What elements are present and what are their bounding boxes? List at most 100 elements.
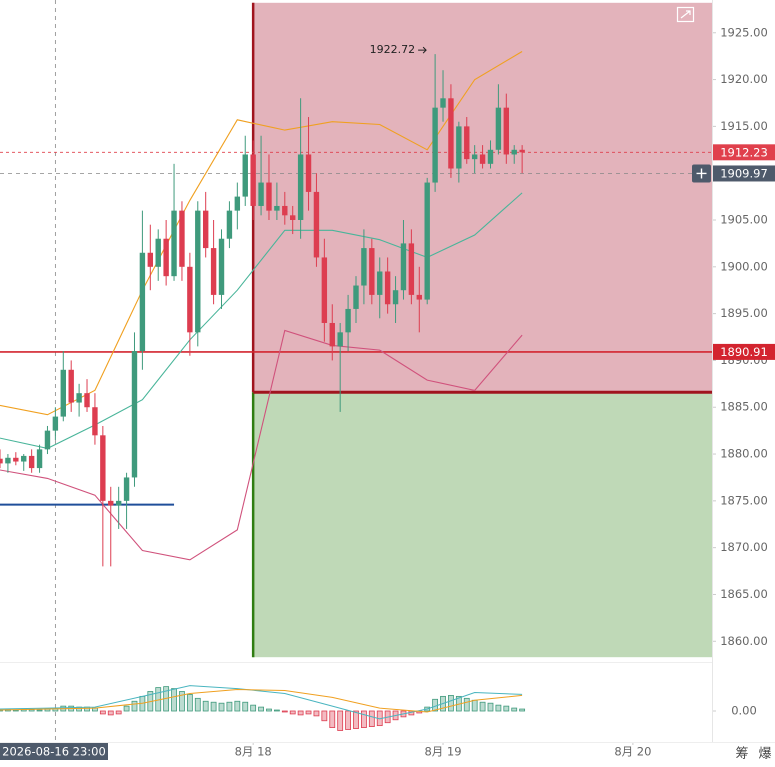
expand-icon-frame[interactable]	[676, 6, 695, 23]
candle-body	[179, 210, 185, 267]
macd-bar	[361, 710, 367, 728]
candle-body	[234, 196, 241, 211]
candle-body	[123, 477, 130, 501]
macd-bar	[107, 710, 114, 716]
candle-body	[5, 457, 11, 464]
candle-body	[400, 243, 407, 291]
macd-bar	[186, 694, 193, 712]
candle-body	[479, 154, 486, 164]
crosshair-add-icon	[696, 168, 707, 179]
candle-body	[487, 149, 494, 164]
candle-body	[440, 98, 446, 108]
macd-tick-label: 0.00	[731, 704, 757, 718]
candle-body	[76, 393, 82, 403]
candle-body	[266, 182, 272, 211]
candle-body	[242, 154, 248, 197]
candles-layer: 1922.72	[0, 43, 525, 567]
macd-bar	[242, 701, 249, 712]
candle-body	[329, 322, 335, 347]
candle-body	[210, 248, 217, 295]
candle-body	[202, 210, 209, 249]
macd-line	[0, 688, 523, 713]
macd-bar	[218, 702, 225, 712]
candle-body	[108, 500, 114, 506]
y-tick-label: 1895.00	[720, 306, 768, 320]
y-tick-label: 1915.00	[720, 119, 768, 133]
candle-body	[147, 252, 154, 267]
crosshair-price-label: 1909.97	[692, 164, 775, 183]
macd-bar	[289, 710, 296, 715]
band-line	[0, 329, 523, 561]
last-price-label: 1912.23	[712, 144, 775, 161]
zones-layer	[251, 2, 712, 658]
expand-icon[interactable]	[676, 6, 695, 23]
candle-body	[68, 369, 74, 403]
crosshair-time-text: 2026-08-16 23:00	[2, 745, 106, 759]
candle-body	[92, 407, 98, 436]
macd-bar	[250, 704, 257, 712]
candle-body	[305, 154, 312, 192]
candle-body	[52, 416, 59, 431]
expand-icon-arrow[interactable]	[680, 10, 691, 19]
macd-bar	[99, 710, 106, 715]
macd-bar	[345, 710, 351, 730]
candle-body	[337, 332, 343, 347]
candle-body	[131, 351, 138, 478]
macd-bar	[281, 710, 288, 713]
last-price-label-text: 1912.23	[720, 145, 768, 159]
candle-body	[21, 455, 27, 462]
candle-body	[297, 154, 304, 220]
candle-body	[377, 271, 383, 295]
macd-bar	[503, 705, 510, 712]
candle-body	[313, 191, 320, 258]
candle-body	[218, 238, 225, 295]
candle-body	[139, 252, 146, 352]
macd-bar	[226, 701, 233, 712]
macd-bar	[329, 710, 336, 728]
candle-body	[345, 308, 351, 333]
y-tick-label: 1905.00	[720, 213, 768, 227]
macd-layer	[0, 685, 526, 731]
candle-body	[84, 393, 90, 408]
macd-bar	[313, 710, 320, 717]
candle-body	[115, 500, 122, 506]
macd-bar	[479, 701, 486, 712]
y-tick-label: 1870.00	[720, 540, 768, 554]
macd-bar	[519, 708, 526, 712]
macd-bar	[115, 710, 122, 715]
macd-bar	[131, 700, 138, 712]
toolbar-button[interactable]: 爆	[758, 747, 771, 762]
macd-bar	[210, 701, 217, 712]
high-annotation-arrow	[418, 46, 427, 54]
candle-body	[226, 210, 233, 239]
candle-body	[171, 210, 177, 277]
macd-bar	[368, 710, 375, 728]
candle-body	[60, 369, 66, 417]
candle-body	[503, 107, 510, 155]
macd-bar	[266, 708, 272, 712]
candle-body	[392, 290, 399, 305]
macd-bar	[171, 688, 177, 712]
macd-bar	[305, 710, 312, 715]
candle-body	[495, 107, 502, 150]
macd-bar	[202, 700, 209, 712]
price-line-label-bg	[712, 343, 775, 360]
crosshair-price-label-bg	[712, 165, 775, 182]
candle-body	[195, 210, 201, 333]
candle-body	[361, 248, 367, 286]
candle-body	[464, 126, 470, 160]
candle-body	[290, 215, 296, 220]
candle-body	[353, 285, 359, 309]
y-tick-label: 1860.00	[720, 634, 768, 648]
candle-body	[100, 435, 106, 501]
x-tick-label: 8月 20	[614, 745, 651, 759]
price-line-label-text: 1890.91	[720, 345, 768, 359]
macd-bar	[337, 710, 344, 731]
macd-bar	[194, 697, 201, 712]
candle-body	[250, 154, 256, 206]
toolbar-button[interactable]: 筹	[735, 746, 748, 762]
candle-body	[0, 458, 3, 464]
crosshair-time-label: 2026-08-16 23:00	[0, 743, 108, 760]
target-zone	[253, 392, 712, 658]
candle-body	[36, 449, 43, 469]
